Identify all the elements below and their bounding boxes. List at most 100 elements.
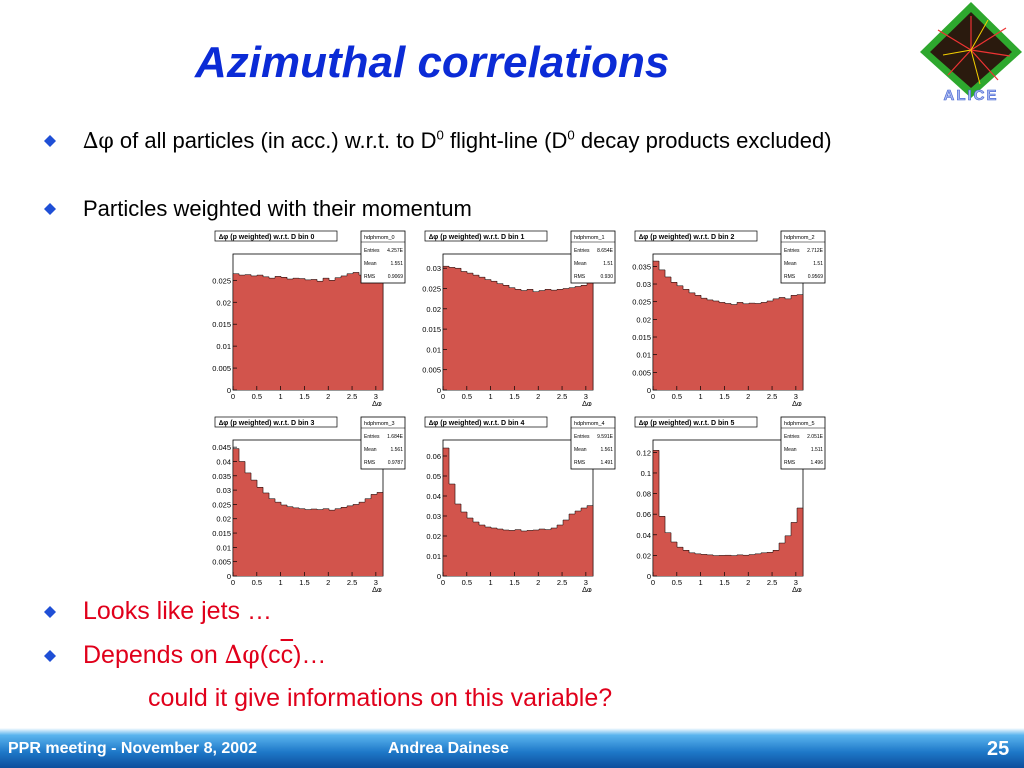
histogram-bar	[359, 275, 366, 390]
stats-value: 0.9069	[388, 274, 404, 280]
histogram-bar	[671, 542, 678, 576]
histogram-outline	[652, 450, 804, 576]
y-tick-label: 0.025	[422, 285, 441, 294]
histogram-bar	[665, 532, 672, 576]
stats-value: 9.591E	[597, 434, 614, 440]
y-tick-label: 0.03	[426, 264, 441, 273]
histogram-bar	[455, 504, 462, 576]
histogram-bar	[479, 277, 486, 390]
histogram-bar	[575, 511, 582, 576]
histogram-bar	[365, 273, 372, 390]
stats-box: hdphmom_2 Entries 2.712E Mean 1.51 RMS 0.9569	[780, 230, 826, 284]
stats-box: hdphmom_4 Entries 9.591E Mean 1.561 RMS 1.491	[570, 416, 616, 470]
y-tick-label: 0	[437, 572, 441, 581]
stats-name: hdphmom_1	[574, 235, 605, 241]
histogram-bar	[443, 266, 450, 390]
x-tick-label: 0.5	[252, 392, 262, 401]
y-tick-label: 0.03	[216, 486, 231, 495]
x-tick-label: 0.5	[462, 578, 472, 587]
x-tick-label: 1	[489, 578, 493, 587]
x-tick-label: 3	[794, 578, 798, 587]
histogram-bar	[551, 528, 558, 576]
stats-key: RMS	[784, 460, 796, 466]
histogram-bar	[731, 304, 738, 390]
stats-key: Entries	[784, 434, 800, 440]
x-tick-label: 1	[699, 392, 703, 401]
histogram-bar	[323, 278, 330, 390]
histogram-bar	[233, 448, 240, 576]
sub-question: could it give informations on this varia…	[148, 684, 613, 712]
x-tick-label: 3	[374, 392, 378, 401]
stats-key: Entries	[574, 434, 590, 440]
bullet-text: Particles weighted with their momentum	[83, 196, 472, 221]
histogram-bar	[701, 298, 708, 390]
histogram-bar	[719, 302, 726, 390]
histogram-bar	[347, 273, 354, 390]
x-tick-label: 0	[231, 578, 235, 587]
y-tick-label: 0.01	[216, 543, 231, 552]
bullet-text: ∆φ of all particles (in acc.) w.r.t. to …	[83, 127, 832, 154]
histogram-bar	[731, 555, 738, 576]
stats-value: 4.257E	[387, 248, 404, 254]
x-tick-label: 1.5	[719, 578, 729, 587]
histogram-bar	[509, 287, 516, 390]
stats-box: hdphmom_0 Entries 4.257E Mean 1.551 RMS 0.9069	[360, 230, 406, 284]
histogram-bar	[461, 512, 468, 576]
stats-key: Mean	[574, 261, 587, 267]
bullet-diamond-icon	[44, 650, 56, 662]
y-tick-label: 0.015	[422, 325, 441, 334]
histogram-bar	[353, 272, 360, 390]
y-tick-label: 0.02	[426, 532, 441, 541]
histogram-bar	[479, 525, 486, 576]
histogram-bar	[551, 290, 558, 390]
histogram-bar	[473, 522, 480, 576]
histogram-bar	[263, 276, 270, 390]
y-tick-label: 0.04	[216, 457, 231, 466]
histogram-bar	[245, 472, 252, 576]
bullet-diamond-icon	[44, 203, 56, 215]
stats-value: 1.684E	[387, 434, 404, 440]
x-tick-label: 0.5	[252, 578, 262, 587]
y-tick-label: 0.015	[212, 320, 231, 329]
stats-key: RMS	[364, 460, 376, 466]
histogram-bar	[293, 278, 300, 390]
histogram-bar	[461, 271, 468, 390]
histogram-bar	[755, 303, 762, 390]
histogram-bar	[521, 531, 528, 576]
y-tick-label: 0.06	[636, 510, 651, 519]
y-tick-label: 0.02	[636, 551, 651, 560]
histogram-bar	[449, 484, 456, 576]
y-tick-label: 0	[647, 386, 651, 395]
histogram-bar	[329, 280, 336, 390]
logo-text: ALICE	[944, 87, 999, 104]
y-tick-label: 0.01	[426, 552, 441, 561]
x-tick-label: 3	[584, 578, 588, 587]
histogram-bar	[785, 535, 792, 576]
histogram-bar	[773, 298, 780, 390]
x-axis-label: ∆φ	[582, 585, 592, 592]
histogram-bar	[671, 282, 678, 390]
y-tick-label: 0.12	[636, 448, 651, 457]
histogram-bar	[257, 487, 264, 576]
y-tick-label: 0	[647, 572, 651, 581]
histogram-bar	[569, 287, 576, 390]
x-tick-label: 2.5	[767, 578, 777, 587]
stats-value: 8.654E	[597, 248, 614, 254]
stats-key: Mean	[574, 447, 587, 453]
histogram-bar	[569, 514, 576, 576]
stats-key: Mean	[364, 261, 377, 267]
histogram-bar	[527, 530, 534, 576]
histogram-bar	[545, 289, 552, 390]
histogram-bar	[515, 289, 522, 390]
histogram-bar	[767, 300, 774, 390]
histogram-bar	[299, 508, 306, 576]
histogram-bar	[473, 275, 480, 390]
y-tick-label: 0.005	[212, 558, 231, 567]
x-tick-label: 0	[651, 578, 655, 587]
histogram-bar	[695, 295, 702, 390]
x-tick-label: 2	[746, 578, 750, 587]
y-tick-label: 0.06	[426, 452, 441, 461]
histogram-bar	[455, 268, 462, 390]
histogram-bar	[575, 286, 582, 390]
x-tick-label: 2.5	[557, 392, 567, 401]
